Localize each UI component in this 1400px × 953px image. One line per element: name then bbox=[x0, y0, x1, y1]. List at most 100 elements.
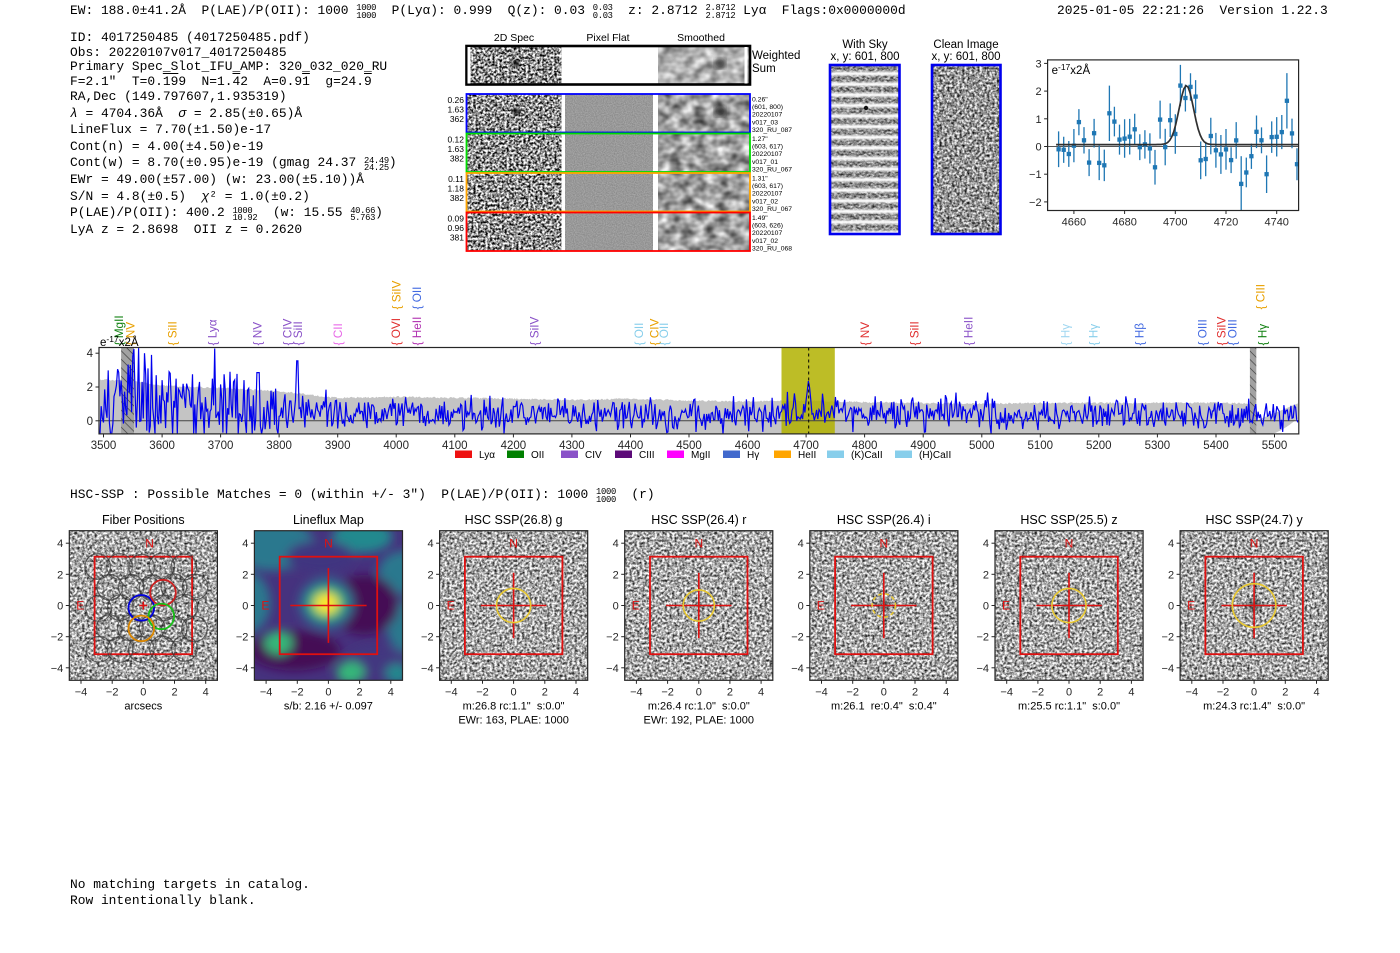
svg-text:{ Lyα: { Lyα bbox=[205, 319, 219, 345]
svg-text:4600: 4600 bbox=[735, 440, 761, 452]
svg-text:{ Hγ: { Hγ bbox=[1087, 324, 1101, 346]
svg-text:−4: −4 bbox=[445, 686, 458, 698]
svg-text:0.12: 0.12 bbox=[447, 135, 464, 145]
svg-text:HeII: HeII bbox=[798, 450, 816, 461]
svg-text:1.63: 1.63 bbox=[447, 105, 464, 115]
svg-text:N: N bbox=[879, 537, 888, 551]
svg-text:v017_03: v017_03 bbox=[752, 119, 778, 126]
svg-text:{ Hγ: { Hγ bbox=[1059, 324, 1073, 346]
svg-text:m:24.3 rc:1.4" s:0.0": m:24.3 rc:1.4" s:0.0" bbox=[1203, 700, 1305, 712]
svg-text:0: 0 bbox=[1251, 686, 1257, 698]
svg-text:{ CII: { CII bbox=[331, 323, 345, 345]
svg-text:EWr: 192, PLAE: 1000: EWr: 192, PLAE: 1000 bbox=[644, 714, 754, 726]
svg-text:(603, 626): (603, 626) bbox=[752, 223, 783, 230]
svg-text:2: 2 bbox=[542, 686, 548, 698]
svg-text:Lineflux Map: Lineflux Map bbox=[293, 513, 364, 527]
svg-text:{ MgII: { MgII bbox=[112, 315, 126, 345]
svg-text:5100: 5100 bbox=[1028, 440, 1054, 452]
svg-text:HSC SSP(26.4) i: HSC SSP(26.4) i bbox=[837, 513, 931, 527]
svg-text:4: 4 bbox=[798, 538, 804, 550]
svg-text:5200: 5200 bbox=[1086, 440, 1112, 452]
svg-text:0.09: 0.09 bbox=[447, 214, 464, 224]
svg-text:20220107: 20220107 bbox=[752, 230, 782, 237]
svg-text:(603, 617): (603, 617) bbox=[752, 144, 783, 151]
svg-text:3600: 3600 bbox=[149, 440, 175, 452]
svg-text:0: 0 bbox=[881, 686, 887, 698]
svg-text:Pixel Flat: Pixel Flat bbox=[586, 32, 629, 44]
svg-text:4300: 4300 bbox=[559, 440, 585, 452]
svg-text:−4: −4 bbox=[976, 663, 989, 675]
svg-text:3500: 3500 bbox=[91, 440, 117, 452]
svg-text:5000: 5000 bbox=[969, 440, 995, 452]
svg-text:x, y: 601, 800: x, y: 601, 800 bbox=[830, 51, 899, 63]
svg-text:(601, 800): (601, 800) bbox=[752, 104, 783, 111]
svg-text:{ HeII: { HeII bbox=[961, 317, 975, 346]
svg-text:4: 4 bbox=[1168, 538, 1174, 550]
svg-text:1.49": 1.49" bbox=[752, 215, 768, 222]
svg-text:320_RU_067: 320_RU_067 bbox=[752, 166, 792, 173]
svg-text:5400: 5400 bbox=[1203, 440, 1229, 452]
svg-text:4100: 4100 bbox=[442, 440, 468, 452]
svg-text:{ SiIV: { SiIV bbox=[1215, 317, 1229, 346]
svg-text:HSC SSP(26.8) g: HSC SSP(26.8) g bbox=[465, 513, 563, 527]
svg-text:2: 2 bbox=[912, 686, 918, 698]
svg-text:362: 362 bbox=[450, 114, 464, 124]
svg-text:(K)CaII: (K)CaII bbox=[851, 450, 883, 461]
svg-text:0.96: 0.96 bbox=[447, 223, 464, 233]
svg-text:4: 4 bbox=[57, 538, 63, 550]
svg-text:Hγ: Hγ bbox=[747, 450, 759, 461]
svg-text:0.11: 0.11 bbox=[448, 174, 464, 184]
svg-text:−4: −4 bbox=[51, 663, 64, 675]
svg-text:Smoothed: Smoothed bbox=[677, 32, 725, 44]
svg-text:−2: −2 bbox=[846, 686, 859, 698]
svg-text:320_RU_087: 320_RU_087 bbox=[752, 127, 792, 134]
svg-text:x, y: 601, 800: x, y: 601, 800 bbox=[931, 51, 1000, 63]
svg-text:{ OII: { OII bbox=[657, 323, 671, 346]
svg-text:{ Hγ: { Hγ bbox=[1256, 324, 1270, 346]
svg-text:N: N bbox=[1065, 537, 1074, 551]
svg-text:0: 0 bbox=[87, 416, 93, 428]
svg-text:N: N bbox=[509, 537, 518, 551]
svg-text:{ OVI: { OVI bbox=[389, 318, 403, 346]
svg-text:5500: 5500 bbox=[1262, 440, 1288, 452]
svg-text:−2: −2 bbox=[421, 632, 434, 644]
svg-text:0: 0 bbox=[427, 601, 433, 613]
svg-text:−2: −2 bbox=[791, 632, 804, 644]
svg-text:4: 4 bbox=[203, 686, 209, 698]
svg-text:CIV: CIV bbox=[585, 450, 602, 461]
svg-text:−4: −4 bbox=[791, 663, 804, 675]
svg-text:4: 4 bbox=[1128, 686, 1134, 698]
svg-text:m:26.1 re:0.4" s:0.4": m:26.1 re:0.4" s:0.4" bbox=[831, 700, 937, 712]
svg-text:2: 2 bbox=[427, 569, 433, 581]
svg-text:4: 4 bbox=[87, 348, 94, 360]
svg-text:2: 2 bbox=[87, 382, 93, 394]
svg-text:−4: −4 bbox=[1162, 663, 1175, 675]
svg-text:OII: OII bbox=[531, 450, 544, 461]
svg-text:{ CIV: { CIV bbox=[281, 318, 295, 345]
svg-text:−4: −4 bbox=[421, 663, 434, 675]
svg-text:3800: 3800 bbox=[266, 440, 292, 452]
svg-text:−2: −2 bbox=[291, 686, 304, 698]
svg-text:v017_01: v017_01 bbox=[752, 159, 778, 166]
svg-text:−2: −2 bbox=[1032, 686, 1045, 698]
svg-text:4000: 4000 bbox=[383, 440, 409, 452]
svg-text:320_RU_067: 320_RU_067 bbox=[752, 206, 792, 213]
svg-text:5300: 5300 bbox=[1145, 440, 1171, 452]
svg-text:1.27": 1.27" bbox=[752, 136, 768, 143]
svg-text:2: 2 bbox=[1097, 686, 1103, 698]
svg-text:3: 3 bbox=[1035, 58, 1041, 70]
svg-text:20220107: 20220107 bbox=[752, 151, 782, 158]
svg-text:arcsecs: arcsecs bbox=[124, 700, 162, 712]
svg-text:m:26.4 rc:1.0" s:0.0": m:26.4 rc:1.0" s:0.0" bbox=[648, 700, 750, 712]
svg-text:E: E bbox=[632, 599, 640, 613]
svg-text:Fiber Positions: Fiber Positions bbox=[102, 513, 185, 527]
svg-text:m:26.8 rc:1.1" s:0.0": m:26.8 rc:1.1" s:0.0" bbox=[463, 700, 565, 712]
svg-text:s/b: 2.16 +/- 0.097: s/b: 2.16 +/- 0.097 bbox=[284, 700, 373, 712]
svg-text:N: N bbox=[1250, 537, 1259, 551]
svg-text:{ SiII: { SiII bbox=[291, 321, 305, 345]
svg-text:1.18: 1.18 bbox=[447, 184, 464, 194]
svg-text:4800: 4800 bbox=[852, 440, 878, 452]
svg-text:{ NV: { NV bbox=[124, 322, 138, 346]
svg-text:0: 0 bbox=[1066, 686, 1072, 698]
svg-text:4680: 4680 bbox=[1112, 217, 1136, 229]
